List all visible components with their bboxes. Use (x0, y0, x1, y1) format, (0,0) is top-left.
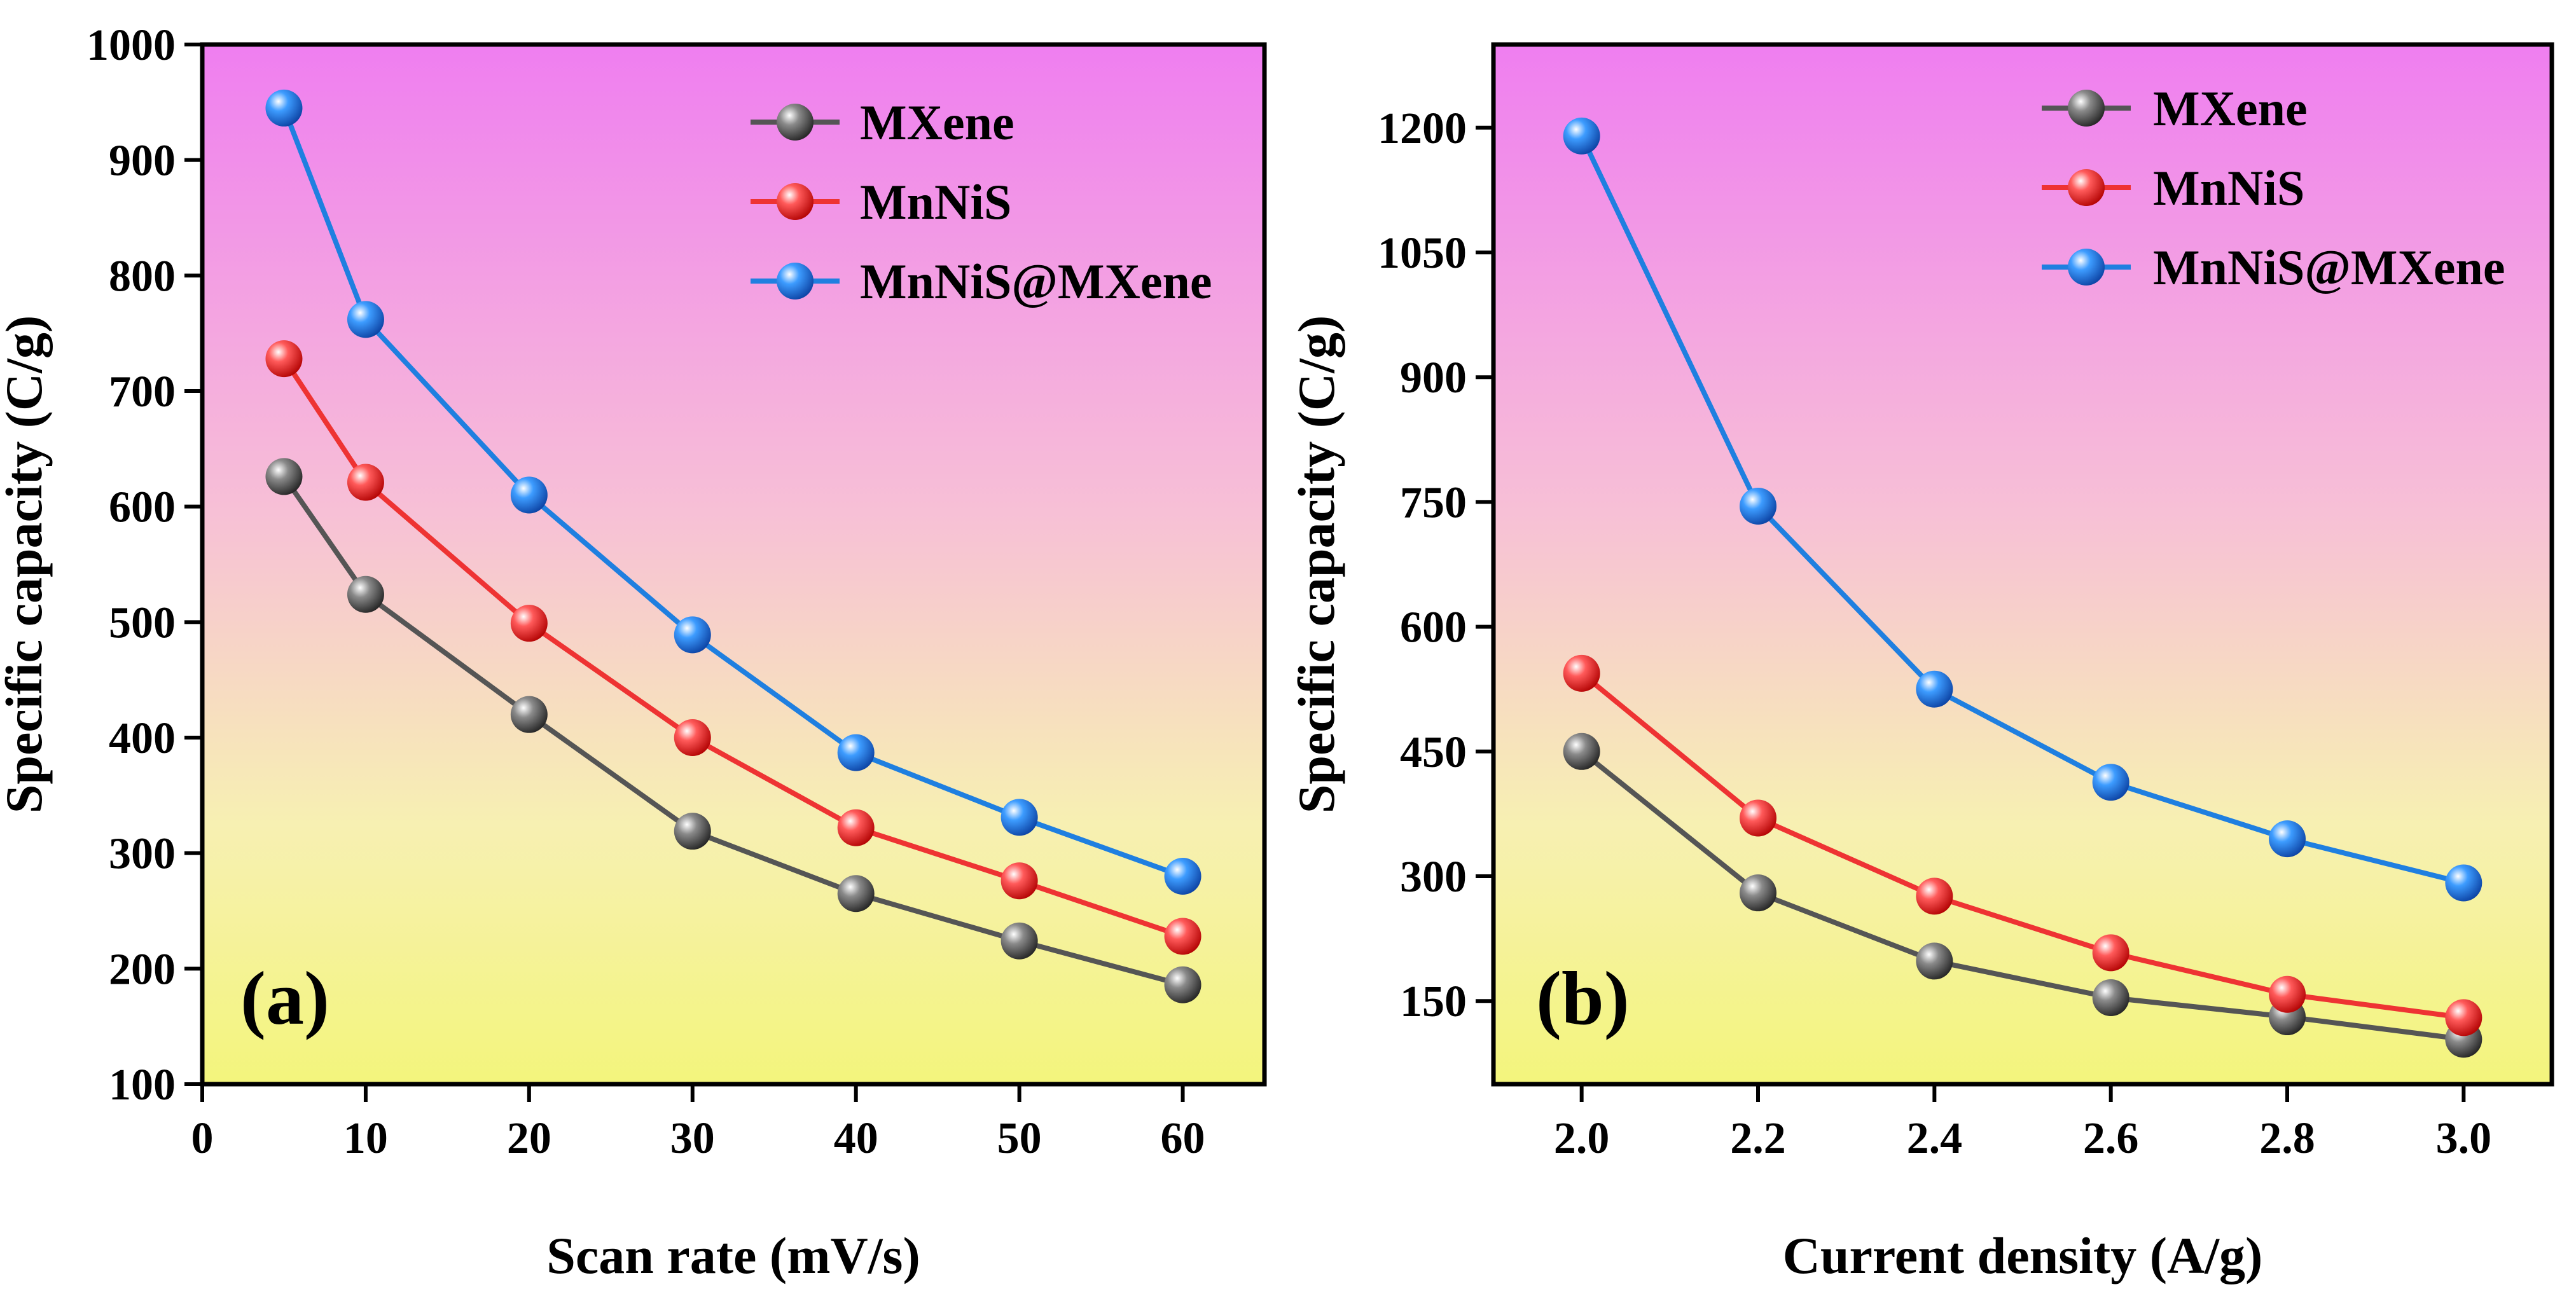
panel-a-data-point-mnnis (265, 340, 303, 378)
panel-b-data-point-mnnis (1563, 654, 1600, 692)
panel-b-data-point-mnnis-mxene (1563, 117, 1600, 155)
panel-b-series-line-mnnis-mxene (1579, 135, 2465, 886)
panel-b-data-point-mxene (1740, 874, 1776, 912)
panel-b-data-point-mnnis (1740, 799, 1776, 837)
panel-b-legend-marker-mnnis-mxene (2068, 249, 2105, 286)
panel-b-data-point-mnnis (2445, 999, 2483, 1036)
panel-a-data-point-mnnis-mxene (265, 89, 303, 127)
panel-b-y-tick-label: 150 (1400, 977, 1467, 1026)
panel-a-legend-marker-mxene (777, 104, 814, 141)
panel-b-data-point-mnnis (2269, 975, 2306, 1013)
panel-a-data-point-mxene (1164, 966, 1201, 1003)
panel-a-x-tick-label: 60 (1161, 1114, 1205, 1163)
panel-b-y-tick-label: 600 (1400, 603, 1467, 652)
panel-a-x-axis-title: Scan rate (mV/s) (546, 1227, 920, 1284)
panel-b-y-tick-label: 1050 (1378, 229, 1467, 278)
panel-b-y-tick-label: 450 (1400, 728, 1467, 777)
panel-a-y-tick-label: 600 (109, 483, 176, 532)
panel-a-y-axis-title: Specific capacity (C/g) (0, 315, 53, 813)
panel-a-data-point-mxene (265, 458, 303, 495)
panel-b-x-axis-title: Current density (A/g) (1783, 1227, 2263, 1284)
panel-b-y-tick-label: 300 (1400, 853, 1467, 902)
panel-a-x-tick-label: 30 (670, 1114, 715, 1163)
panel-a-chart: 0 10 20 30 40 50 60 100 200 300 400 500 600 700 800 900… (0, 21, 1267, 1284)
panel-b-x-tick-label: 2.6 (2083, 1114, 2139, 1163)
panel-b-data-point-mnnis-mxene (2445, 864, 2483, 902)
panel-b-legend-marker-mxene (2068, 90, 2105, 127)
panel-a-y-tick-label: 200 (109, 945, 176, 994)
panel-b-series-line-mnnis (1580, 671, 2464, 1021)
panel-b-legend-label-mxene: MXene (2153, 81, 2308, 136)
panel-a-y-tick-label: 300 (109, 830, 176, 879)
panel-a-x-tick-label: 10 (343, 1114, 388, 1163)
panel-b-data-point-mxene (1916, 942, 1953, 980)
panel-b-legend-label-mnnis-mxene: MnNiS@MXene (2153, 240, 2505, 295)
panel-a-data-point-mxene (1001, 922, 1038, 960)
panel-a-legend-label-mnnis: MnNiS (860, 174, 1011, 230)
panel-a-data-point-mnnis (1164, 918, 1201, 955)
panel-a-data-point-mxene (837, 875, 875, 912)
panel-a-x-tick-label: 40 (834, 1114, 878, 1163)
panel-a-x-tick-label: 0 (191, 1114, 214, 1163)
panel-b-data-point-mnnis-mxene (2092, 764, 2129, 801)
panel-b-x-tick-label: 2.2 (1730, 1114, 1786, 1163)
panel-b-y-tick-label: 1200 (1378, 104, 1467, 153)
panel-b-data-point-mnnis (1916, 878, 1953, 915)
panel-a-data-point-mnnis (510, 605, 548, 642)
panel-a-data-point-mnnis-mxene (510, 476, 548, 514)
panel-a-x-tick-label: 20 (507, 1114, 551, 1163)
panel-b-x-tick-label: 2.0 (1554, 1114, 1610, 1163)
panel-a-data-point-mxene (347, 575, 384, 613)
panel-b-y-axis-title: Specific capacity (C/g) (1287, 315, 1345, 813)
panel-a-axes-frame (200, 42, 1267, 1087)
panel-a-data-point-mnnis (347, 464, 384, 501)
panel-a-data-point-mnnis (837, 809, 875, 846)
panel-b-series-line-mxene (1580, 749, 2464, 1042)
panel-b-data-point-mnnis-mxene (2269, 820, 2306, 858)
panel-a-y-tick-label: 500 (109, 598, 176, 647)
panel-a-legend-marker-mnnis-mxene (777, 263, 814, 299)
panel-b-data-point-mnnis-mxene (1740, 487, 1776, 525)
panel-a-legend-label-mnnis-mxene: MnNiS@MXene (860, 254, 1212, 309)
panel-a-data-point-mnnis (1001, 862, 1038, 900)
panel-b-x-tick-label: 2.8 (2259, 1114, 2315, 1163)
panel-a-data-point-mxene (674, 813, 711, 850)
panel-a-data-point-mnnis-mxene (347, 301, 384, 338)
panel-a-data-point-mnnis (674, 719, 711, 756)
panel-a-data-point-mnnis-mxene (837, 734, 875, 771)
panel-a-y-tick-label: 700 (109, 368, 176, 416)
panel-b-axes-frame (1491, 42, 2554, 1087)
panel-a-legend-label-mxene: MXene (860, 95, 1014, 150)
panel-b-y-tick-label: 900 (1400, 354, 1467, 403)
panel-b-data-point-mnnis (2092, 934, 2129, 972)
panel-b-data-point-mxene (1563, 733, 1600, 770)
panel-b-plot-area (1493, 45, 2552, 1084)
panel-a-y-tick-label: 900 (109, 137, 176, 186)
panel-b-y-tick-label: 750 (1400, 478, 1467, 527)
panel-b-label: (b) (1536, 956, 1630, 1040)
panel-a-y-tick-label: 1000 (87, 21, 176, 70)
panel-a-label: (a) (240, 956, 329, 1040)
panel-b-legend-marker-mnnis (2068, 169, 2105, 206)
panel-a-y-tick-label: 400 (109, 714, 176, 763)
panel-b-data-point-mxene (2092, 979, 2129, 1016)
panel-b-data-point-mnnis-mxene (1916, 670, 1953, 708)
panel-a-data-point-mnnis-mxene (674, 616, 711, 654)
panel-a-data-point-mnnis-mxene (1001, 799, 1038, 836)
panel-a-legend-marker-mnnis (777, 183, 814, 220)
panel-a-y-tick-label: 800 (109, 252, 176, 301)
panel-a-y-tick-label: 100 (109, 1061, 176, 1110)
panel-b-chart: 2.0 2.2 2.4 2.6 2.8 3.0 150 300 450 600 750 900 1050… (1287, 42, 2554, 1284)
panel-a-plot-area (202, 45, 1264, 1084)
panel-a-x-tick-label: 50 (997, 1114, 1042, 1163)
panel-b-x-tick-label: 2.4 (1907, 1114, 1963, 1163)
panel-b-legend-label-mnnis: MnNiS (2153, 160, 2304, 216)
panel-b-x-tick-label: 3.0 (2436, 1114, 2492, 1163)
panel-a-data-point-mnnis-mxene (1164, 858, 1201, 895)
panel-a-data-point-mxene (510, 696, 548, 733)
